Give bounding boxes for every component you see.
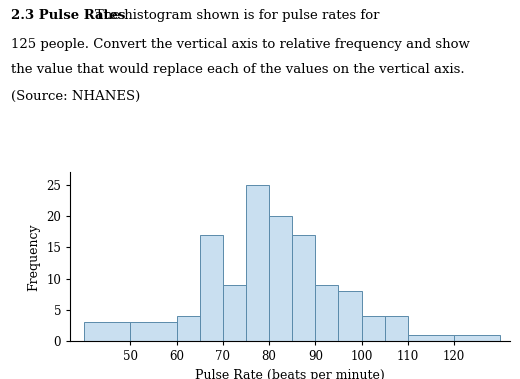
Bar xyxy=(177,316,200,341)
Bar xyxy=(339,291,361,341)
Bar xyxy=(454,335,500,341)
Bar xyxy=(131,323,177,341)
Text: the value that would replace each of the values on the vertical axis.: the value that would replace each of the… xyxy=(11,63,465,76)
Y-axis label: Frequency: Frequency xyxy=(28,223,41,291)
Text: (Source: NHANES): (Source: NHANES) xyxy=(11,90,141,103)
Bar xyxy=(361,316,385,341)
Bar xyxy=(246,185,269,341)
Bar xyxy=(292,235,315,341)
Bar xyxy=(84,323,131,341)
Text: 125 people. Convert the vertical axis to relative frequency and show: 125 people. Convert the vertical axis to… xyxy=(11,38,470,51)
Bar xyxy=(315,285,339,341)
Text: 2.3 Pulse Rates: 2.3 Pulse Rates xyxy=(11,9,126,22)
X-axis label: Pulse Rate (beats per minute): Pulse Rate (beats per minute) xyxy=(195,369,385,379)
Bar xyxy=(385,316,408,341)
Bar xyxy=(223,285,246,341)
Bar xyxy=(200,235,223,341)
Bar xyxy=(408,335,454,341)
Bar xyxy=(269,216,292,341)
Text: The histogram shown is for pulse rates for: The histogram shown is for pulse rates f… xyxy=(95,9,380,22)
